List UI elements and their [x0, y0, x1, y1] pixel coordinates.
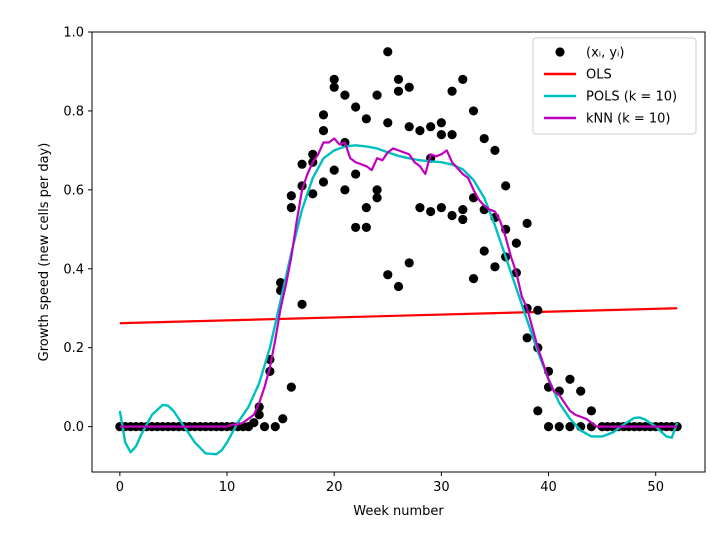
- data-point: [361, 222, 371, 232]
- data-point: [586, 406, 597, 416]
- data-point: [522, 333, 532, 343]
- data-point: [270, 422, 280, 432]
- data-point: [297, 299, 307, 309]
- x-tick-label: 20: [326, 480, 343, 495]
- data-point: [318, 126, 329, 136]
- ticks-layer: 0 10 20 30 40 50 0.0 0.2 0.4 0.6 0.8 1.0: [63, 26, 664, 496]
- data-point: [458, 214, 468, 225]
- plot-area-frame: [91, 31, 706, 473]
- x-tick-label: 50: [647, 480, 664, 495]
- y-tick-label: 1.0: [63, 26, 84, 41]
- data-point: [393, 74, 404, 84]
- data-point: [479, 246, 489, 256]
- y-tick-label: 0.8: [63, 104, 84, 119]
- data-point: [278, 414, 288, 424]
- data-point: [351, 169, 361, 179]
- x-tick-label: 10: [219, 480, 236, 495]
- data-point: [533, 406, 543, 416]
- data-point: [511, 238, 521, 248]
- data-point: [286, 382, 296, 392]
- knn-curve: [119, 137, 678, 428]
- data-point: [383, 47, 393, 57]
- data-point: [318, 110, 329, 120]
- data-point: [436, 203, 446, 213]
- data-point: [372, 185, 382, 195]
- y-tick-label: 0.2: [63, 341, 84, 356]
- data-point: [565, 374, 575, 384]
- legend-swatch-points: [555, 47, 565, 57]
- data-point: [329, 74, 339, 84]
- data-point: [533, 305, 543, 315]
- data-point: [259, 422, 270, 432]
- data-point: [501, 181, 511, 191]
- data-point: [297, 159, 307, 169]
- y-axis-title: Growth speed (new cells per day): [37, 143, 52, 362]
- legend-box: [532, 37, 697, 135]
- data-point: [404, 122, 414, 132]
- data-point: [254, 410, 264, 420]
- data-point: [426, 122, 436, 132]
- x-tick-label: 30: [433, 480, 450, 495]
- data-point: [383, 270, 393, 280]
- data-point: [393, 281, 404, 292]
- data-point: [340, 185, 350, 195]
- data-point: [554, 422, 564, 432]
- legend-label-points: (xᵢ, yᵢ): [586, 46, 624, 61]
- x-tick-label: 40: [540, 480, 557, 495]
- data-point: [490, 145, 500, 155]
- data-point: [415, 126, 425, 136]
- data-point: [361, 203, 371, 213]
- data-point: [468, 274, 479, 284]
- y-tick-label: 0.4: [63, 262, 84, 277]
- data-point: [436, 118, 446, 128]
- legend-label-ols: OLS: [586, 68, 612, 83]
- data-point: [308, 189, 318, 199]
- data-point: [286, 191, 296, 201]
- y-tick-label: 0.6: [63, 183, 84, 198]
- data-point: [490, 262, 500, 272]
- data-point: [479, 133, 489, 144]
- legend-label-knn: kNN (k = 10): [586, 112, 670, 127]
- plot-layer: [115, 47, 682, 456]
- x-tick-label: 0: [116, 480, 124, 495]
- data-point: [361, 114, 371, 124]
- data-point: [565, 422, 575, 432]
- data-point: [458, 74, 468, 84]
- data-point: [318, 177, 329, 187]
- data-point: [308, 149, 318, 159]
- data-point: [404, 82, 414, 92]
- data-point: [351, 222, 361, 232]
- data-point: [249, 418, 259, 428]
- data-point: [372, 193, 382, 203]
- data-point: [447, 86, 457, 96]
- data-point: [383, 118, 393, 128]
- data-point: [543, 422, 554, 432]
- legend-label-pols: POLS (k = 10): [586, 90, 677, 105]
- data-point: [447, 210, 457, 221]
- data-point: [415, 203, 425, 213]
- data-point: [404, 258, 414, 268]
- data-point: [447, 130, 457, 140]
- data-point: [340, 90, 350, 100]
- data-point: [426, 206, 436, 217]
- data-point: [576, 386, 586, 396]
- x-axis-title: Week number: [353, 504, 444, 519]
- data-point: [468, 106, 479, 116]
- legend: (xᵢ, yᵢ) OLS POLS (k = 10) kNN (k = 10): [532, 37, 697, 135]
- data-point: [286, 203, 296, 213]
- data-point: [458, 204, 468, 215]
- data-point: [351, 102, 361, 112]
- data-point: [393, 86, 404, 96]
- data-point: [522, 218, 532, 228]
- data-point: [329, 165, 339, 175]
- y-tick-label: 0.0: [63, 420, 84, 435]
- data-point: [372, 90, 382, 100]
- data-point: [329, 82, 339, 92]
- data-point: [436, 130, 446, 140]
- ols-line: [119, 307, 678, 325]
